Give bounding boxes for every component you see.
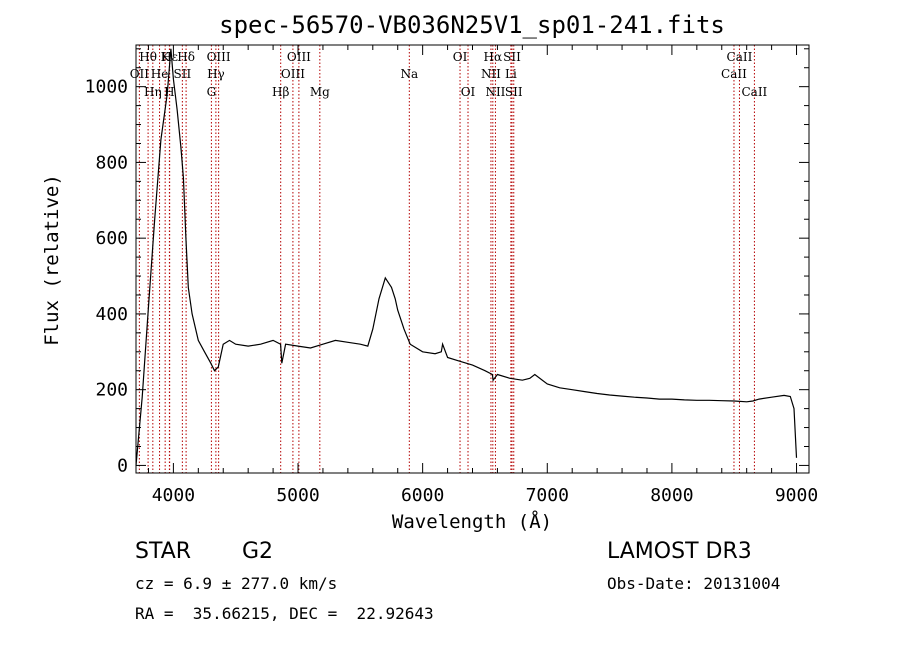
- redshift-value: cz = 6.9 ± 277.0 km/s: [135, 574, 338, 593]
- spectral-line-label: He: [151, 67, 169, 81]
- spectral-line-label: SII: [503, 50, 521, 64]
- spectral-line-label: Na: [400, 67, 418, 81]
- object-subclass: G2: [242, 539, 274, 564]
- spectral-line-label: CaII: [727, 50, 753, 64]
- y-tick-label: 800: [95, 152, 128, 173]
- spectral-line-label: Hγ: [207, 67, 225, 81]
- y-tick-label: 200: [95, 380, 128, 401]
- spectral-line-label: Li: [505, 67, 517, 81]
- spectrum-line: [135, 48, 798, 466]
- x-tick-label: 7000: [526, 485, 569, 506]
- spectral-line-label: OI: [461, 85, 476, 99]
- plot-frame: [135, 44, 810, 474]
- spectral-line-label: NII: [481, 67, 501, 81]
- coordinates: RA = 35.66215, DEC = 22.92643: [135, 604, 434, 623]
- spectral-line-label: Hα: [484, 50, 503, 64]
- spectral-line-label: Hθ: [139, 50, 157, 64]
- x-tick-label: 9000: [775, 485, 818, 506]
- chart-title: spec-56570-VB036N25V1_sp01-241.fits: [219, 11, 725, 39]
- spectral-line-label: OI: [453, 50, 468, 64]
- spectral-line-label: H: [164, 85, 174, 99]
- spectral-line-label: Hδ: [177, 50, 195, 64]
- spectral-line-label: G: [207, 85, 217, 99]
- spectral-line-label: Mg: [310, 85, 330, 99]
- x-axis-label: Wavelength (Å): [392, 510, 552, 533]
- spectral-line-label: OIII: [281, 67, 305, 81]
- spectral-line-label: NII: [485, 85, 505, 99]
- spectral-line-label: OII: [130, 67, 150, 81]
- spectral-line-label: SII: [505, 85, 523, 99]
- spectral-line-label: OIII: [207, 50, 231, 64]
- observation-date: Obs-Date: 20131004: [607, 574, 781, 593]
- x-tick-label: 4000: [152, 485, 195, 506]
- x-axis-ticks: 4000 5000 6000 7000 8000 9000: [147, 45, 818, 506]
- spectral-line-label: SII: [174, 67, 192, 81]
- y-tick-label: 0: [117, 455, 128, 476]
- x-tick-label: 5000: [276, 485, 319, 506]
- y-tick-label: 1000: [85, 77, 128, 98]
- y-axis-label: Flux (relative): [41, 174, 63, 346]
- spectral-line-label: OIII: [287, 50, 311, 64]
- spectral-line-label: Hβ: [272, 85, 289, 99]
- spectral-line-label: CaII: [741, 85, 767, 99]
- spectral-line-markers: [138, 45, 755, 473]
- x-tick-label: 6000: [401, 485, 444, 506]
- spectral-line-label: K: [161, 50, 171, 64]
- spectral-line-label: Hη: [144, 85, 162, 99]
- x-tick-label: 8000: [650, 485, 693, 506]
- y-axis-ticks: 0 200 400 600 800 1000: [85, 48, 809, 476]
- survey-name: LAMOST DR3: [607, 539, 752, 564]
- object-class: STAR: [135, 539, 192, 564]
- spectral-line-label: CaII: [721, 67, 747, 81]
- y-tick-label: 600: [95, 228, 128, 249]
- y-tick-label: 400: [95, 304, 128, 325]
